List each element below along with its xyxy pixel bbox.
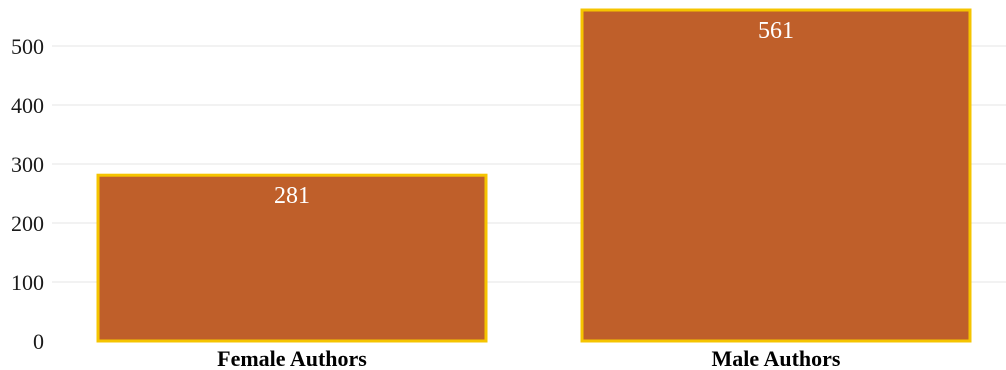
x-tick-label-male-authors: Male Authors [712, 346, 841, 370]
y-tick-label-300: 300 [11, 152, 44, 177]
y-tick-label-0: 0 [33, 329, 44, 354]
y-tick-label-500: 500 [11, 34, 44, 59]
y-axis: 0 100 200 300 400 500 [11, 34, 44, 354]
x-tick-label-female-authors: Female Authors [217, 346, 367, 370]
y-tick-label-100: 100 [11, 270, 44, 295]
bar-value-label-female-authors: 281 [274, 183, 310, 209]
y-tick-label-400: 400 [11, 93, 44, 118]
bar-male-authors [580, 8, 972, 343]
x-axis: Female Authors Male Authors [217, 346, 841, 370]
bar-value-label-male-authors: 561 [758, 18, 794, 44]
bar-value-labels: 281 561 [274, 18, 794, 209]
bars [96, 8, 972, 343]
bar-female-authors [96, 173, 488, 343]
y-tick-label-200: 200 [11, 211, 44, 236]
